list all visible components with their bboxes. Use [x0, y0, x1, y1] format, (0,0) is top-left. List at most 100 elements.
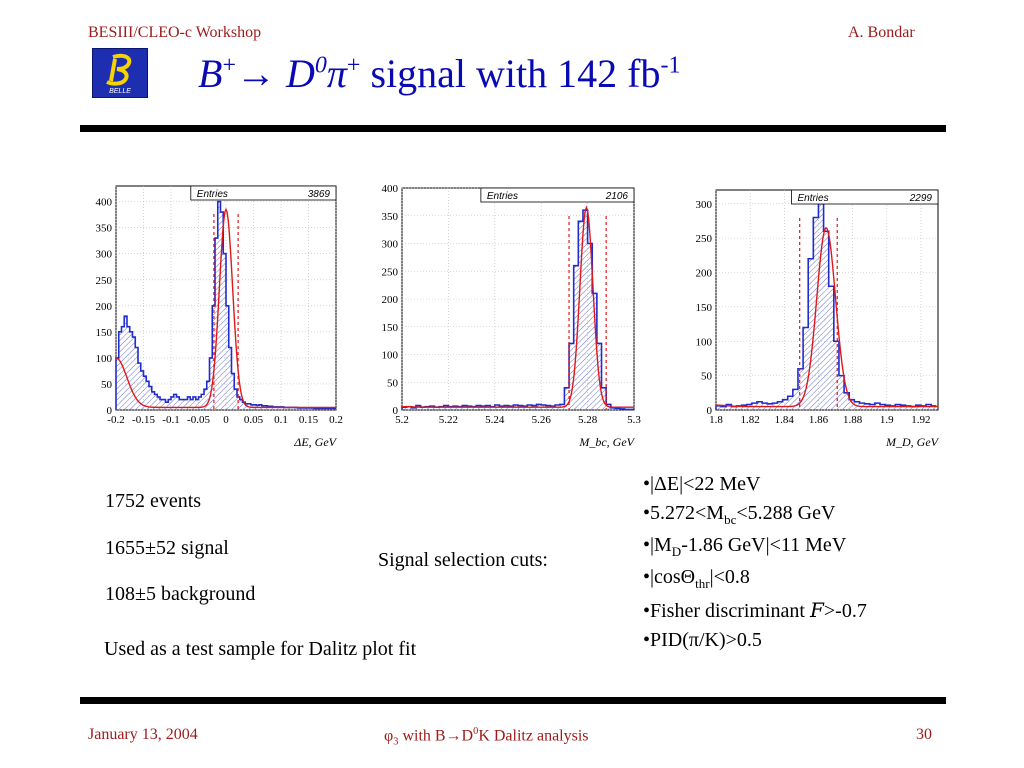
histogram-bin: [849, 399, 855, 410]
histogram-bin: [434, 407, 440, 410]
histogram-bin: [844, 392, 850, 410]
histogram-bin: [198, 396, 202, 410]
y-tick-label: 50: [101, 379, 113, 391]
histogram-bin: [283, 407, 287, 410]
histogram-bin: [138, 363, 141, 410]
histogram-bin: [305, 407, 309, 410]
belle-logo-icon: BELLE: [106, 53, 132, 95]
histogram-bin: [471, 406, 477, 410]
histogram-bin: [508, 406, 514, 410]
histogram-bin: [140, 370, 144, 410]
x-axis-label: M_bc, GeV: [578, 435, 635, 449]
event-count: 1752 events: [105, 490, 202, 512]
x-tick-label: 1.9: [880, 414, 894, 426]
entries-label: Entries: [487, 191, 518, 202]
signal-count: 1655±52 signal: [105, 537, 229, 559]
x-tick-label: 1.82: [741, 414, 760, 426]
histogram-bin: [582, 210, 588, 410]
histogram-bin: [303, 407, 306, 410]
histogram-bin: [490, 406, 495, 410]
histogram-bin: [209, 357, 213, 410]
histogram-bin: [129, 331, 133, 410]
cut-mbc: •5.272<Mbc<5.288 GeV: [643, 502, 836, 527]
histogram-bin: [726, 404, 732, 410]
histogram-bin: [212, 305, 215, 410]
histogram-bin: [228, 347, 232, 410]
histogram-bin: [206, 381, 210, 410]
histogram-bin: [215, 238, 218, 410]
histogram-bin: [294, 407, 298, 410]
histogram-bin: [610, 407, 616, 410]
footer-title: φ3 with B→D0K Dalitz analysis: [384, 726, 589, 748]
y-tick-label: 350: [96, 223, 113, 235]
histogram-bin: [402, 407, 407, 410]
entries-label: Entries: [197, 189, 228, 200]
x-tick-label: 5.26: [532, 414, 552, 426]
x-tick-label: 1.84: [775, 414, 795, 426]
histogram-bin: [217, 201, 221, 410]
histogram-bin: [176, 396, 180, 410]
x-axis-label: M_D, GeV: [885, 435, 940, 449]
histogram-bin: [165, 402, 169, 410]
histogram-bin: [550, 406, 556, 410]
x-tick-label: 0.15: [299, 414, 319, 426]
y-tick-label: 250: [696, 233, 713, 245]
histogram-bin: [182, 399, 185, 410]
histogram-bin: [160, 399, 163, 410]
test-sample-note: Used as a test sample for Dalitz plot fi…: [104, 638, 417, 660]
histogram-bin: [237, 396, 240, 410]
cut-fisher: •Fisher discriminant F>-0.7: [643, 598, 867, 622]
header-left: BESIII/CLEO-c Workshop: [88, 24, 262, 41]
x-tick-label: 1.92: [911, 414, 930, 426]
histogram-bin: [231, 373, 235, 410]
y-tick-label: 100: [382, 350, 399, 362]
y-tick-label: 400: [96, 197, 113, 209]
y-tick-label: 250: [382, 266, 399, 278]
histogram-bin: [931, 405, 937, 410]
histogram-bin: [615, 408, 621, 410]
x-tick-label: 1.86: [809, 414, 829, 426]
y-tick-label: 100: [96, 353, 113, 365]
x-tick-label: 0.1: [274, 414, 288, 426]
histogram-bin: [808, 258, 814, 410]
fit-curve: [115, 207, 336, 409]
cut-md: •|MD-1.86 GeV|<11 MeV: [643, 534, 847, 559]
y-tick-label: 100: [696, 336, 713, 348]
belle-logo: BELLE: [92, 48, 148, 98]
histogram-bin: [578, 221, 583, 410]
title-divider: [80, 125, 946, 132]
cuts-label: Signal selection cuts:: [378, 549, 548, 571]
histogram-bin: [239, 399, 243, 410]
y-tick-label: 350: [382, 211, 399, 223]
histogram-bin: [797, 368, 804, 410]
histogram-bin: [149, 386, 152, 410]
mbc-histogram: 0 50 100 150 200 250 300 350 400 5.2 5.22 5.24 5.26 5…: [364, 178, 654, 458]
x-tick-label: -0.1: [162, 414, 179, 426]
cut-cos-theta: •|cosΘthr|<0.8: [643, 566, 750, 591]
histogram-bin: [522, 406, 528, 410]
histogram-bin: [920, 405, 927, 410]
histogram-bin: [297, 407, 301, 410]
histogram-bin: [281, 406, 284, 410]
histogram-bin: [242, 402, 246, 410]
fit-curve: [715, 226, 938, 408]
histogram-outline: [715, 202, 937, 410]
histogram-bin: [905, 405, 911, 410]
histogram-bin: [300, 407, 303, 410]
cut-pid: •PID(π/K)>0.5: [643, 629, 762, 651]
histogram-bin: [223, 253, 226, 410]
histogram-bin: [731, 406, 737, 410]
histogram-bin: [118, 331, 122, 410]
histogram-bin: [173, 394, 177, 410]
stats-box: [190, 185, 337, 201]
background-count: 108±5 background: [105, 583, 256, 605]
histogram-bin: [439, 406, 444, 410]
histogram-bin: [716, 405, 722, 410]
histogram-bin: [406, 406, 412, 410]
histogram-bin: [168, 399, 171, 410]
histogram-bin: [201, 394, 204, 410]
histogram-bin: [499, 406, 505, 410]
x-tick-label: 5.22: [439, 414, 458, 426]
stats-box: [791, 189, 939, 205]
histogram-bin: [195, 399, 199, 410]
